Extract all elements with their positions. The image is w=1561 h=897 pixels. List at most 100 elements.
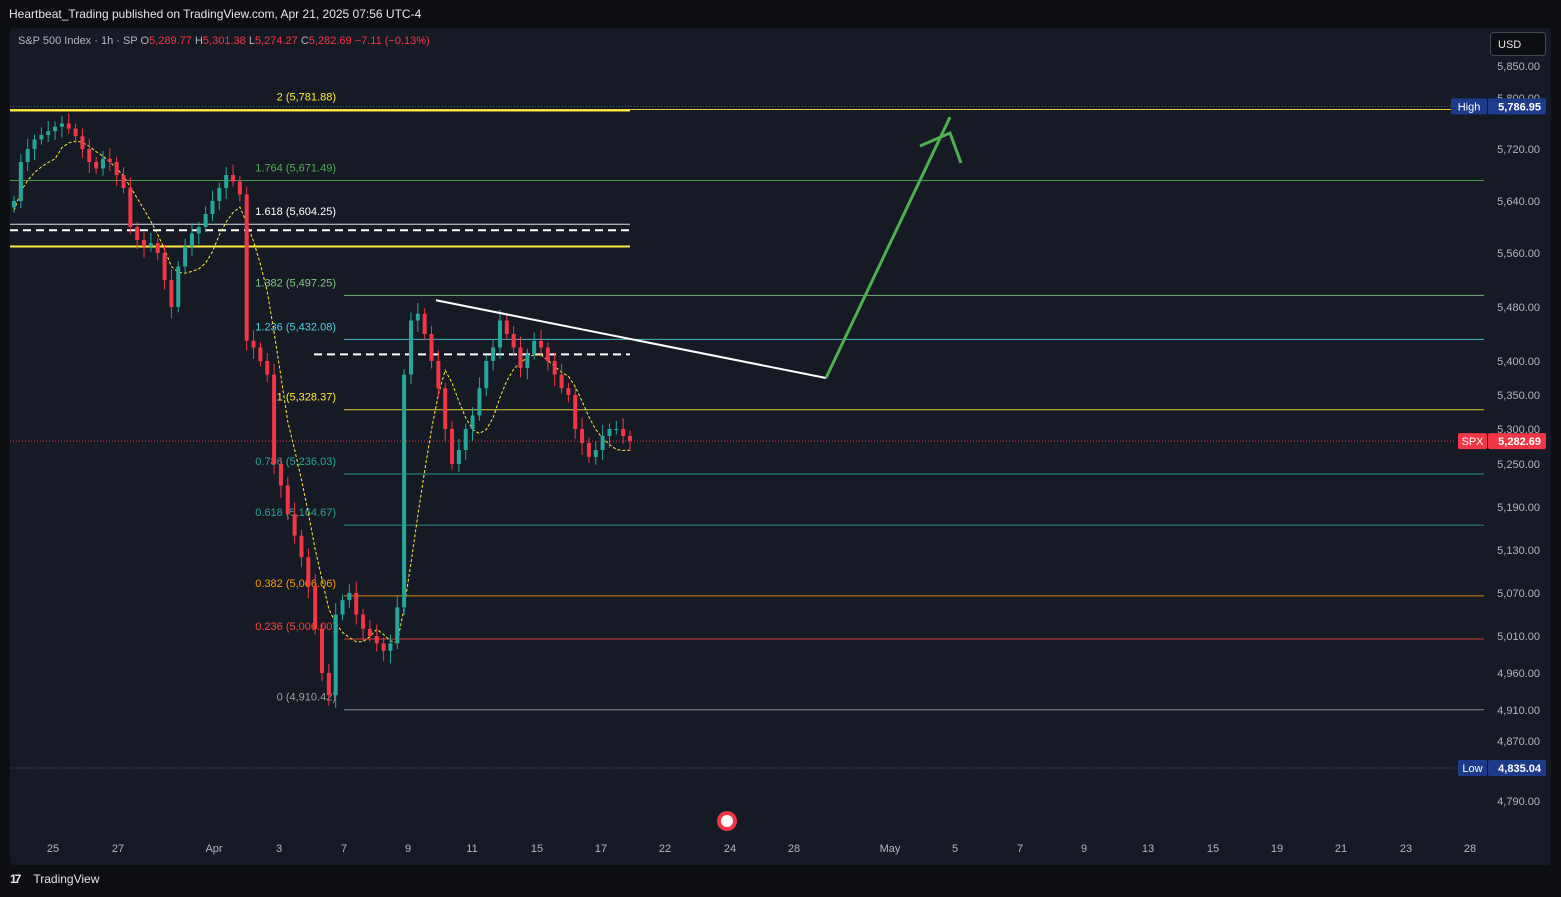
candle-body xyxy=(573,395,578,429)
candle-body xyxy=(32,139,37,149)
candle-body xyxy=(217,188,222,201)
tradingview-logo-icon: 17 xyxy=(10,872,21,886)
x-axis: 25 27 Apr 3 7 9 11 15 17 22 24 28 May 5 7 9 13 15 19 21 23 28 xyxy=(47,843,1476,855)
y-tick-label: 5,070.00 xyxy=(1497,588,1540,600)
candle-body xyxy=(593,450,598,457)
close-label: C xyxy=(300,35,309,47)
chart-panel[interactable] xyxy=(10,28,1551,865)
y-tick-label: 4,960.00 xyxy=(1497,668,1540,680)
candle-body xyxy=(326,673,331,696)
candle-body xyxy=(518,347,523,368)
x-tick-label: 5 xyxy=(952,843,958,855)
price-tag-value-bg xyxy=(1488,759,1546,776)
y-tick-label: 5,640.00 xyxy=(1497,196,1540,208)
candle-body xyxy=(114,162,119,175)
x-tick-label: 19 xyxy=(1271,843,1283,855)
candle-body xyxy=(265,361,270,375)
candle-body xyxy=(121,175,126,188)
candle-body xyxy=(395,607,400,644)
y-tick-label: 4,910.00 xyxy=(1497,705,1540,717)
candle-body xyxy=(39,134,44,140)
price-tag-value: 4,835.04 xyxy=(1498,763,1542,775)
candle-body xyxy=(237,181,242,195)
candle-body xyxy=(285,485,290,515)
candle-body xyxy=(361,614,366,629)
candle-body xyxy=(148,243,153,247)
x-tick-label: 9 xyxy=(1081,843,1087,855)
price-tag-label-bg xyxy=(1458,433,1487,450)
y-tick-label: 5,480.00 xyxy=(1497,302,1540,314)
candle-body xyxy=(456,450,461,464)
candle-body xyxy=(100,158,105,169)
symbol-label[interactable]: S&P 500 Index · 1h · SP xyxy=(18,35,138,47)
candle-body xyxy=(586,443,591,457)
x-tick-label: 23 xyxy=(1400,843,1412,855)
candle-body xyxy=(278,464,283,486)
candle-body xyxy=(189,233,194,247)
price-tag-value-bg xyxy=(1488,98,1546,115)
currency-button[interactable]: USD xyxy=(1490,32,1546,56)
price-tag-label: High xyxy=(1458,101,1481,113)
x-tick-label: 15 xyxy=(531,843,543,855)
x-tick-label: 9 xyxy=(405,843,411,855)
y-tick-label: 5,720.00 xyxy=(1497,144,1540,156)
candle-body xyxy=(436,361,441,389)
y-tick-label: 4,790.00 xyxy=(1497,796,1540,808)
candle-body xyxy=(231,175,236,182)
candle-body xyxy=(491,347,496,361)
candle-body xyxy=(607,429,612,436)
candle-body xyxy=(196,227,201,234)
tradingview-brand[interactable]: 17 TradingView xyxy=(10,872,99,886)
price-tag-value: 5,282.69 xyxy=(1498,436,1541,448)
candle-body xyxy=(320,628,324,673)
candle-body xyxy=(347,593,352,601)
x-tick-label: 13 xyxy=(1142,843,1154,855)
y-tick-label: 5,190.00 xyxy=(1497,502,1540,514)
candle-body xyxy=(80,136,85,149)
price-tag-label-bg xyxy=(1451,98,1487,115)
candle-body xyxy=(429,334,434,361)
x-tick-label: 28 xyxy=(1464,843,1476,855)
candle-body xyxy=(381,643,386,651)
candle-body xyxy=(539,340,544,348)
candle-body xyxy=(559,374,564,389)
price-tag-value: 5,786.95 xyxy=(1498,101,1541,113)
fib-label: 1.382 (5,497.25) xyxy=(255,277,336,289)
candle-body xyxy=(484,361,489,389)
candle-body xyxy=(87,149,92,162)
candle-body xyxy=(18,162,23,201)
fib-label: 1.764 (5,671.49) xyxy=(255,163,336,175)
candle-body xyxy=(402,374,407,608)
candle-body xyxy=(169,280,174,307)
candle-body xyxy=(25,149,30,162)
candle-body xyxy=(128,188,133,227)
candle-body xyxy=(477,388,482,416)
x-tick-label: Apr xyxy=(205,843,222,855)
change-value: −7.11 (−0.13%) xyxy=(354,35,430,47)
candle-body xyxy=(415,313,420,321)
x-tick-label: 3 xyxy=(276,843,282,855)
candle-body xyxy=(374,636,379,644)
candle-body xyxy=(46,131,51,135)
candle-body xyxy=(313,585,318,629)
price-tag-label: SPX xyxy=(1461,436,1484,448)
candle-body xyxy=(12,201,16,208)
candle-body xyxy=(142,240,147,247)
arrow-head xyxy=(919,130,963,164)
candle-body xyxy=(408,320,413,375)
brand-label: TradingView xyxy=(33,872,100,886)
y-tick-label: 5,850.00 xyxy=(1497,61,1540,73)
publisher-line: Heartbeat_Trading published on TradingVi… xyxy=(9,7,422,21)
open-value: 5,289.77 xyxy=(149,35,192,47)
price-tags: High 5,786.95 SPX 5,282.69 Low 4,835.04 xyxy=(1451,98,1546,776)
candle-body xyxy=(292,514,297,536)
candle-body xyxy=(333,614,338,696)
fib-label: 1.618 (5,604.25) xyxy=(255,206,336,218)
y-tick-label: 5,130.00 xyxy=(1497,545,1540,557)
candle-body xyxy=(73,128,78,137)
x-tick-label: 22 xyxy=(659,843,671,855)
candle-body xyxy=(566,388,571,395)
candle-body xyxy=(532,340,537,355)
candle-body xyxy=(94,162,99,169)
